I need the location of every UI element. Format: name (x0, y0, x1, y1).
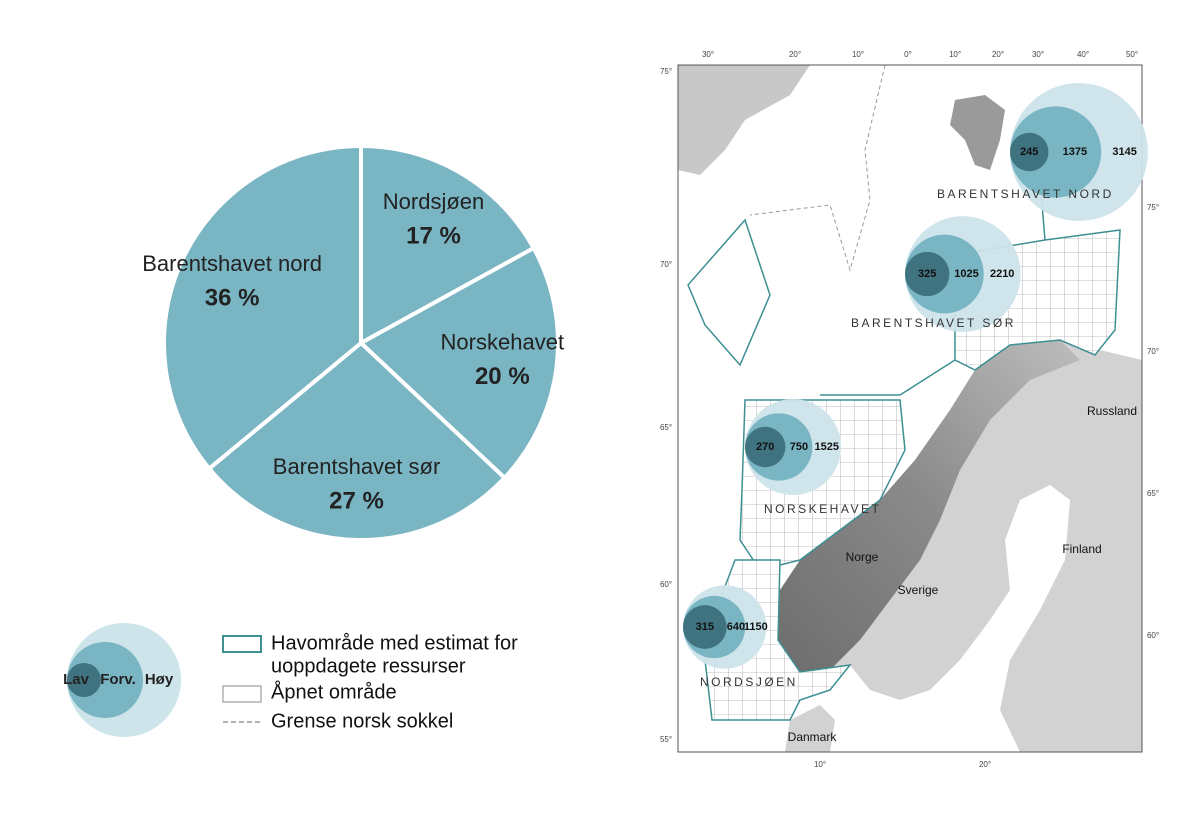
pie-slice (359, 143, 537, 347)
coordinate-label: 60° (1147, 631, 1159, 640)
slice-label: Barentshavet sør (273, 454, 441, 479)
coordinate-label: 60° (660, 580, 672, 589)
region-label: BARENTSHAVET NORD (937, 187, 1114, 201)
pie-slice (206, 340, 508, 542)
coordinate-label: 10° (852, 50, 864, 59)
bubble-expected (1010, 106, 1102, 198)
slice-label: Norskehavet (441, 330, 565, 355)
denmark (785, 705, 835, 752)
country-label: Finland (1062, 542, 1101, 556)
slice-value-label: 27 % (329, 488, 384, 515)
coordinate-label: 20° (789, 50, 801, 59)
legend-label: Havområde med estimat for (271, 632, 518, 654)
coordinate-label: 75° (1147, 203, 1159, 212)
coordinate-label: 65° (1147, 489, 1159, 498)
jan-mayen-area (687, 218, 771, 367)
coordinate-label: 40° (1077, 50, 1089, 59)
coordinate-label: 20° (992, 50, 1004, 59)
greenland (678, 65, 810, 175)
bubble-high-label: 1525 (814, 441, 838, 453)
land (778, 340, 1142, 752)
coordinate-label: 30° (702, 50, 714, 59)
coordinate-label: 30° (1032, 50, 1044, 59)
legend-circle-low (67, 663, 101, 697)
coast-border (820, 359, 956, 396)
coordinate-label: 50° (1126, 50, 1138, 59)
coordinate-label: 55° (660, 735, 672, 744)
shelf-border (749, 65, 886, 272)
legend-label: uoppdagete ressurser (271, 655, 466, 677)
coordinate-label: 70° (1147, 347, 1159, 356)
coordinate-label: 10° (814, 760, 826, 769)
region-label: NORDSJØEN (700, 675, 798, 689)
bubble-low (1010, 132, 1049, 172)
coordinate-label: 0° (904, 50, 912, 59)
legend-swatch-opened (222, 685, 262, 703)
slice-value-label: 20 % (475, 363, 530, 390)
bubble-low-label: 245 (1020, 146, 1038, 158)
pie-slice (162, 143, 363, 472)
map-frame (677, 64, 1143, 753)
country-label: Sverige (898, 583, 939, 597)
pie-slice (357, 245, 560, 481)
coordinate-label: 20° (979, 760, 991, 769)
coordinate-label: 70° (660, 260, 672, 269)
country-label: Russland (1087, 404, 1137, 418)
mountains (778, 340, 1080, 672)
region-label: BARENTSHAVET SØR (851, 316, 1016, 330)
bubble-low-label: 325 (918, 268, 936, 280)
coordinate-label: 75° (660, 67, 672, 76)
slice-value-label: 17 % (406, 223, 461, 250)
country-label: Danmark (788, 730, 838, 744)
bubble-high-label: 3145 (1112, 146, 1136, 158)
bubble-low (745, 426, 786, 468)
country-label: Norge (846, 550, 879, 564)
legend-bubble-label: Forv. (100, 671, 136, 688)
legend-bubble-label: Lav (63, 671, 90, 688)
bubble-expected-label: 640 (727, 621, 745, 633)
coordinate-label: 10° (949, 50, 961, 59)
legend-label: Grense norsk sokkel (271, 710, 453, 732)
bubble-high-label: 1150 (744, 621, 768, 633)
bubble-low-label: 315 (696, 621, 714, 633)
legend-label: Åpnet område (271, 680, 397, 703)
legend-swatch-estimate (222, 635, 262, 653)
coordinate-label: 65° (660, 423, 672, 432)
slice-label: Barentshavet nord (142, 251, 322, 276)
slice-value-label: 36 % (205, 285, 260, 312)
legend-bubble (67, 623, 181, 737)
bubble-expected-label: 1375 (1063, 146, 1087, 158)
bubble-expected-label: 750 (790, 441, 808, 453)
legend-bubble-label: Høy (145, 671, 174, 688)
bubble-expected-label: 1025 (954, 268, 978, 280)
bubble-high-label: 2210 (990, 268, 1014, 280)
region-label: NORSKEHAVET (764, 502, 881, 516)
bubble-low-label: 270 (756, 441, 774, 453)
bubble-low (683, 605, 727, 649)
slice-label: Nordsjøen (383, 189, 484, 214)
svalbard (950, 95, 1005, 170)
bubble-low (905, 251, 950, 297)
legend-circle-expected (67, 642, 143, 718)
